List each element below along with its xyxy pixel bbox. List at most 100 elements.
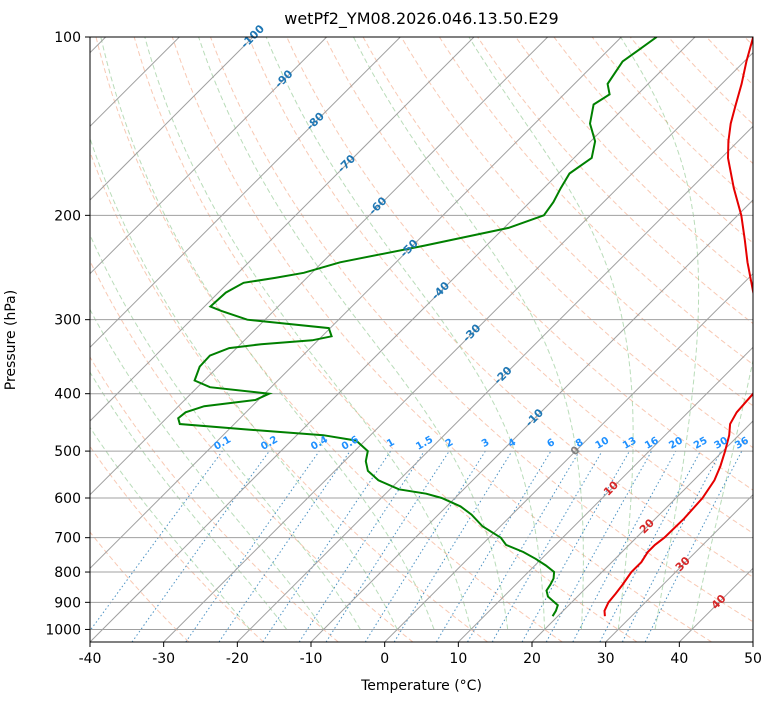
dry-adiabat xyxy=(133,37,638,642)
dry-adiabat xyxy=(324,37,753,491)
mixing-ratio-line xyxy=(572,450,677,642)
x-tick-label: -20 xyxy=(226,651,249,667)
isotherm xyxy=(457,346,753,642)
isotherm xyxy=(752,641,753,642)
moist-adiabat xyxy=(90,233,361,630)
dry-adiabat xyxy=(90,445,264,642)
dry-adiabat xyxy=(248,37,753,578)
y-tick-label: 200 xyxy=(54,208,81,224)
moist-adiabat xyxy=(90,371,288,630)
isotherm xyxy=(384,272,753,642)
mixing-ratio-line xyxy=(545,450,653,642)
dry-adiabat xyxy=(95,37,563,642)
isotherm-label: 30 xyxy=(673,554,693,574)
mixing-ratio-line xyxy=(599,450,701,642)
x-tick-label: 10 xyxy=(449,651,467,667)
dry-adiabat xyxy=(90,531,190,642)
y-tick-label: 500 xyxy=(54,444,81,460)
mixing-ratio-label: 4 xyxy=(507,437,519,450)
chart-title: wetPf2_YM08.2026.046.13.50.E29 xyxy=(284,9,559,28)
isotherm xyxy=(90,37,328,275)
isotherm xyxy=(531,420,753,642)
isotherm xyxy=(678,567,753,642)
mixing-ratio-line xyxy=(90,450,223,632)
moist-adiabat xyxy=(90,136,398,630)
dry-adiabat xyxy=(362,37,753,449)
moist-adiabat xyxy=(265,37,546,630)
dry-adiabat xyxy=(400,37,753,407)
y-tick-label: 1000 xyxy=(45,622,81,638)
isotherm-label: 10 xyxy=(601,478,621,498)
isotherm xyxy=(163,51,753,642)
mixing-ratio-label: 10 xyxy=(594,435,612,452)
mixing-ratio-line xyxy=(435,450,552,642)
mixing-ratio-label: 30 xyxy=(713,435,731,452)
mixing-ratio-line xyxy=(131,450,270,642)
mixing-ratio-line xyxy=(644,450,743,642)
x-tick-label: -10 xyxy=(300,651,323,667)
mixing-ratio-line xyxy=(467,450,580,642)
dry-adiabat xyxy=(591,37,753,204)
y-tick-label: 800 xyxy=(54,565,81,581)
mixing-ratio-label: 3 xyxy=(480,437,492,450)
dry-adiabat xyxy=(171,37,712,642)
dry-adiabat xyxy=(438,37,753,366)
plot-area xyxy=(90,37,753,642)
isotherm-label: -90 xyxy=(272,67,295,90)
isotherm xyxy=(90,37,696,642)
mixing-ratio-line xyxy=(262,450,392,642)
plot-frame xyxy=(89,36,754,643)
isotherm xyxy=(90,37,254,201)
isotherm-label: -50 xyxy=(398,237,421,260)
x-axis-label: Temperature (°C) xyxy=(361,678,482,694)
moist-adiabat xyxy=(90,308,324,630)
moist-adiabat xyxy=(100,37,435,630)
mixing-ratio-line xyxy=(325,450,450,642)
mixing-ratio-label: 0.4 xyxy=(309,434,330,452)
mixing-ratio-line xyxy=(298,450,425,642)
isotherm xyxy=(90,37,401,349)
mixing-ratio-label: 13 xyxy=(621,435,639,452)
mixing-ratio-line xyxy=(218,450,351,642)
temperature-line xyxy=(603,37,753,617)
mixing-ratio-label: 16 xyxy=(643,435,661,452)
mixing-ratio-label: 0.1 xyxy=(212,434,233,452)
mixing-ratio-label: 20 xyxy=(667,435,685,452)
dry-adiabat xyxy=(706,37,753,86)
y-tick-label: 400 xyxy=(54,387,81,403)
mixing-ratio-label: 6 xyxy=(545,437,557,450)
mixing-ratio-line xyxy=(185,450,320,642)
x-tick-label: -40 xyxy=(79,651,102,667)
x-tick-label: 30 xyxy=(597,651,615,667)
moist-adiabat xyxy=(198,37,509,630)
moist-adiabat xyxy=(620,37,700,630)
isotherm xyxy=(90,37,475,422)
x-tick-label: -30 xyxy=(152,651,175,667)
mixing-ratio-label: 1.5 xyxy=(414,434,435,452)
dry-adiabat xyxy=(553,37,753,244)
dry-adiabat xyxy=(210,37,753,623)
isotherm xyxy=(605,493,753,642)
mixing-ratio-label: 1 xyxy=(385,437,397,450)
isotherm-label: -80 xyxy=(304,109,327,132)
moist-adiabat xyxy=(468,37,634,630)
isotherm xyxy=(310,199,753,642)
y-tick-label: 100 xyxy=(54,30,81,46)
moist-adiabat xyxy=(691,358,753,630)
dry-adiabat xyxy=(90,356,339,642)
isotherm-label: -60 xyxy=(366,194,389,217)
x-tick-label: 40 xyxy=(670,651,688,667)
dry-adiabat xyxy=(90,259,414,642)
dry-adiabat xyxy=(668,37,753,125)
mixing-ratio-label: 0.6 xyxy=(340,434,361,452)
mixing-ratio-label: 8 xyxy=(574,437,586,450)
y-tick-label: 900 xyxy=(54,595,81,611)
dry-adiabat xyxy=(515,37,753,284)
moist-adiabat xyxy=(90,426,251,630)
mixing-ratio-line xyxy=(521,450,630,642)
dry-adiabat xyxy=(90,150,488,642)
isotherm xyxy=(90,37,549,496)
isotherm xyxy=(236,125,753,642)
y-tick-label: 600 xyxy=(54,491,81,507)
